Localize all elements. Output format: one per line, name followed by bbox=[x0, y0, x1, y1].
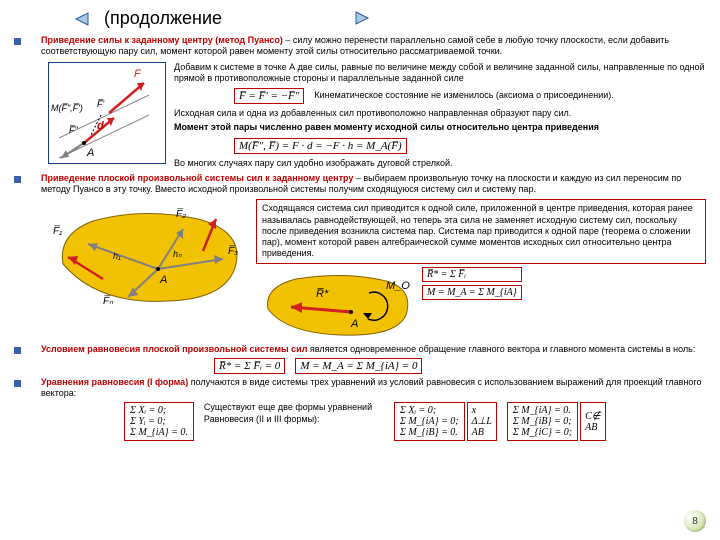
form3-block: Σ M_{iA} = 0. Σ M_{iB} = 0; Σ M_{iC} = 0… bbox=[507, 402, 606, 441]
p1-right-text: Добавим к системе в точке А две силы, ра… bbox=[174, 62, 706, 169]
page-title: (продолжение bbox=[104, 8, 222, 29]
p4-text: Уравнения равновесия (I форма) получаютс… bbox=[41, 377, 706, 400]
bullet-icon bbox=[14, 38, 21, 45]
figure-potato-1: A F̅₁ F̅₂ F̅₃ F̅ₙ h₁ hₙ bbox=[48, 199, 248, 311]
figure-potato-2: R̅* M_O A bbox=[256, 267, 416, 341]
svg-text:A: A bbox=[159, 274, 167, 286]
svg-text:h₁: h₁ bbox=[113, 251, 121, 261]
form1-box: Σ Xᵢ = 0; Σ Yᵢ = 0; Σ M_{iA} = 0. bbox=[124, 402, 194, 441]
form2-block: Σ Xᵢ = 0; Σ M_{iA} = 0; Σ M_{iB} = 0. x … bbox=[394, 402, 497, 441]
bullet-icon bbox=[14, 380, 21, 387]
svg-text:F̅ₙ: F̅ₙ bbox=[103, 295, 114, 307]
p3-text: Условием равновесия плоской произвольной… bbox=[41, 344, 695, 355]
formula-M0: M = M_A = Σ M_{iA} = 0 bbox=[295, 358, 422, 374]
p2-text: Приведение плоской произвольной системы … bbox=[41, 173, 706, 196]
svg-text:F̅₂: F̅₂ bbox=[176, 208, 186, 220]
prev-arrow[interactable] bbox=[74, 11, 94, 27]
next-arrow[interactable] bbox=[350, 10, 370, 26]
formula-M: M = M_A = Σ M_{iA} bbox=[422, 285, 522, 300]
formula-R: R̅* = Σ F̅ᵢ bbox=[422, 267, 522, 282]
svg-text:R̅*: R̅* bbox=[316, 288, 329, 300]
fig1-A-label: A bbox=[86, 147, 94, 159]
fig1-M-label: M(F̅",F̅') bbox=[51, 103, 83, 113]
fig1-d-label: d bbox=[97, 120, 104, 132]
eq-column: R̅* = Σ F̅ᵢ M = M_A = Σ M_{iA} bbox=[422, 267, 522, 300]
formula-mom: M(F̅", F̅) = F · d = −F · h = M_A(F̅) bbox=[234, 138, 407, 154]
svg-text:hₙ: hₙ bbox=[173, 249, 182, 259]
bullet-icon bbox=[14, 347, 21, 354]
formula-ff: F̅ = F̅' = −F̅" bbox=[234, 88, 304, 104]
svg-text:F̅₃: F̅₃ bbox=[228, 245, 238, 257]
figure-1: M(F̅",F̅') F F̅' F̅" d A bbox=[48, 62, 166, 164]
p1-text: Приведение силы к заданному центру (мето… bbox=[41, 35, 706, 58]
svg-text:M_O: M_O bbox=[386, 280, 410, 292]
p2-red-frame: Сходящаяся система сил приводится к одно… bbox=[256, 199, 706, 263]
formula-R0: R̅* = Σ F̅ᵢ = 0 bbox=[214, 358, 285, 374]
fig1-Fp-label: F̅' bbox=[97, 99, 104, 109]
bullet-icon bbox=[14, 176, 21, 183]
p4b-text: Существуют еще две формы уравнений Равно… bbox=[204, 402, 384, 425]
svg-text:A: A bbox=[350, 318, 358, 330]
svg-text:F̅₁: F̅₁ bbox=[53, 225, 62, 237]
page-number: 8 bbox=[684, 510, 706, 532]
fig1-Fpp-label: F̅" bbox=[69, 125, 78, 135]
fig1-F-label: F bbox=[134, 68, 142, 80]
